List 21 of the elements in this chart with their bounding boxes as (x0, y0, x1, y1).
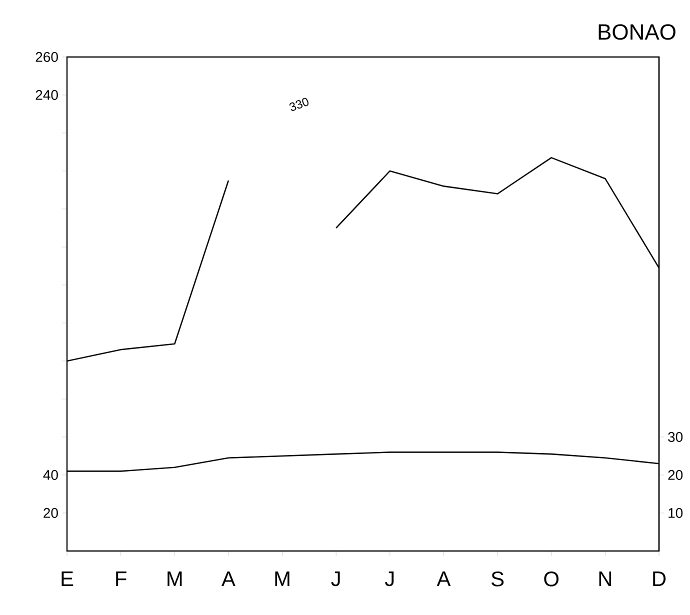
x-tick-label: O (544, 572, 559, 586)
x-tick-label: J (331, 572, 340, 586)
x-tick-label: M (275, 572, 290, 586)
y-tick-label: 20 (44, 508, 58, 518)
x-tick-label: S (492, 572, 504, 586)
x-tick-label: D (653, 572, 666, 586)
y2-tick-label: 10 (668, 508, 683, 518)
y2-tick-label: 20 (668, 470, 683, 480)
x-tick-label: J (384, 572, 394, 586)
annotation: 330 (289, 98, 309, 111)
x-tick-label: E (62, 572, 74, 586)
x-tick-label: A (436, 572, 451, 586)
x-tick-label: A (222, 572, 236, 586)
y-tick-label: 260 (36, 52, 58, 62)
x-tick-label: F (116, 572, 126, 586)
chart-title: BONAO (598, 24, 676, 40)
y-tick-label: 40 (43, 470, 58, 480)
y-tick-label: 240 (36, 90, 58, 100)
x-tick-label: M (168, 572, 182, 586)
y2-tick-label: 30 (668, 432, 683, 442)
x-tick-label: N (599, 572, 612, 586)
